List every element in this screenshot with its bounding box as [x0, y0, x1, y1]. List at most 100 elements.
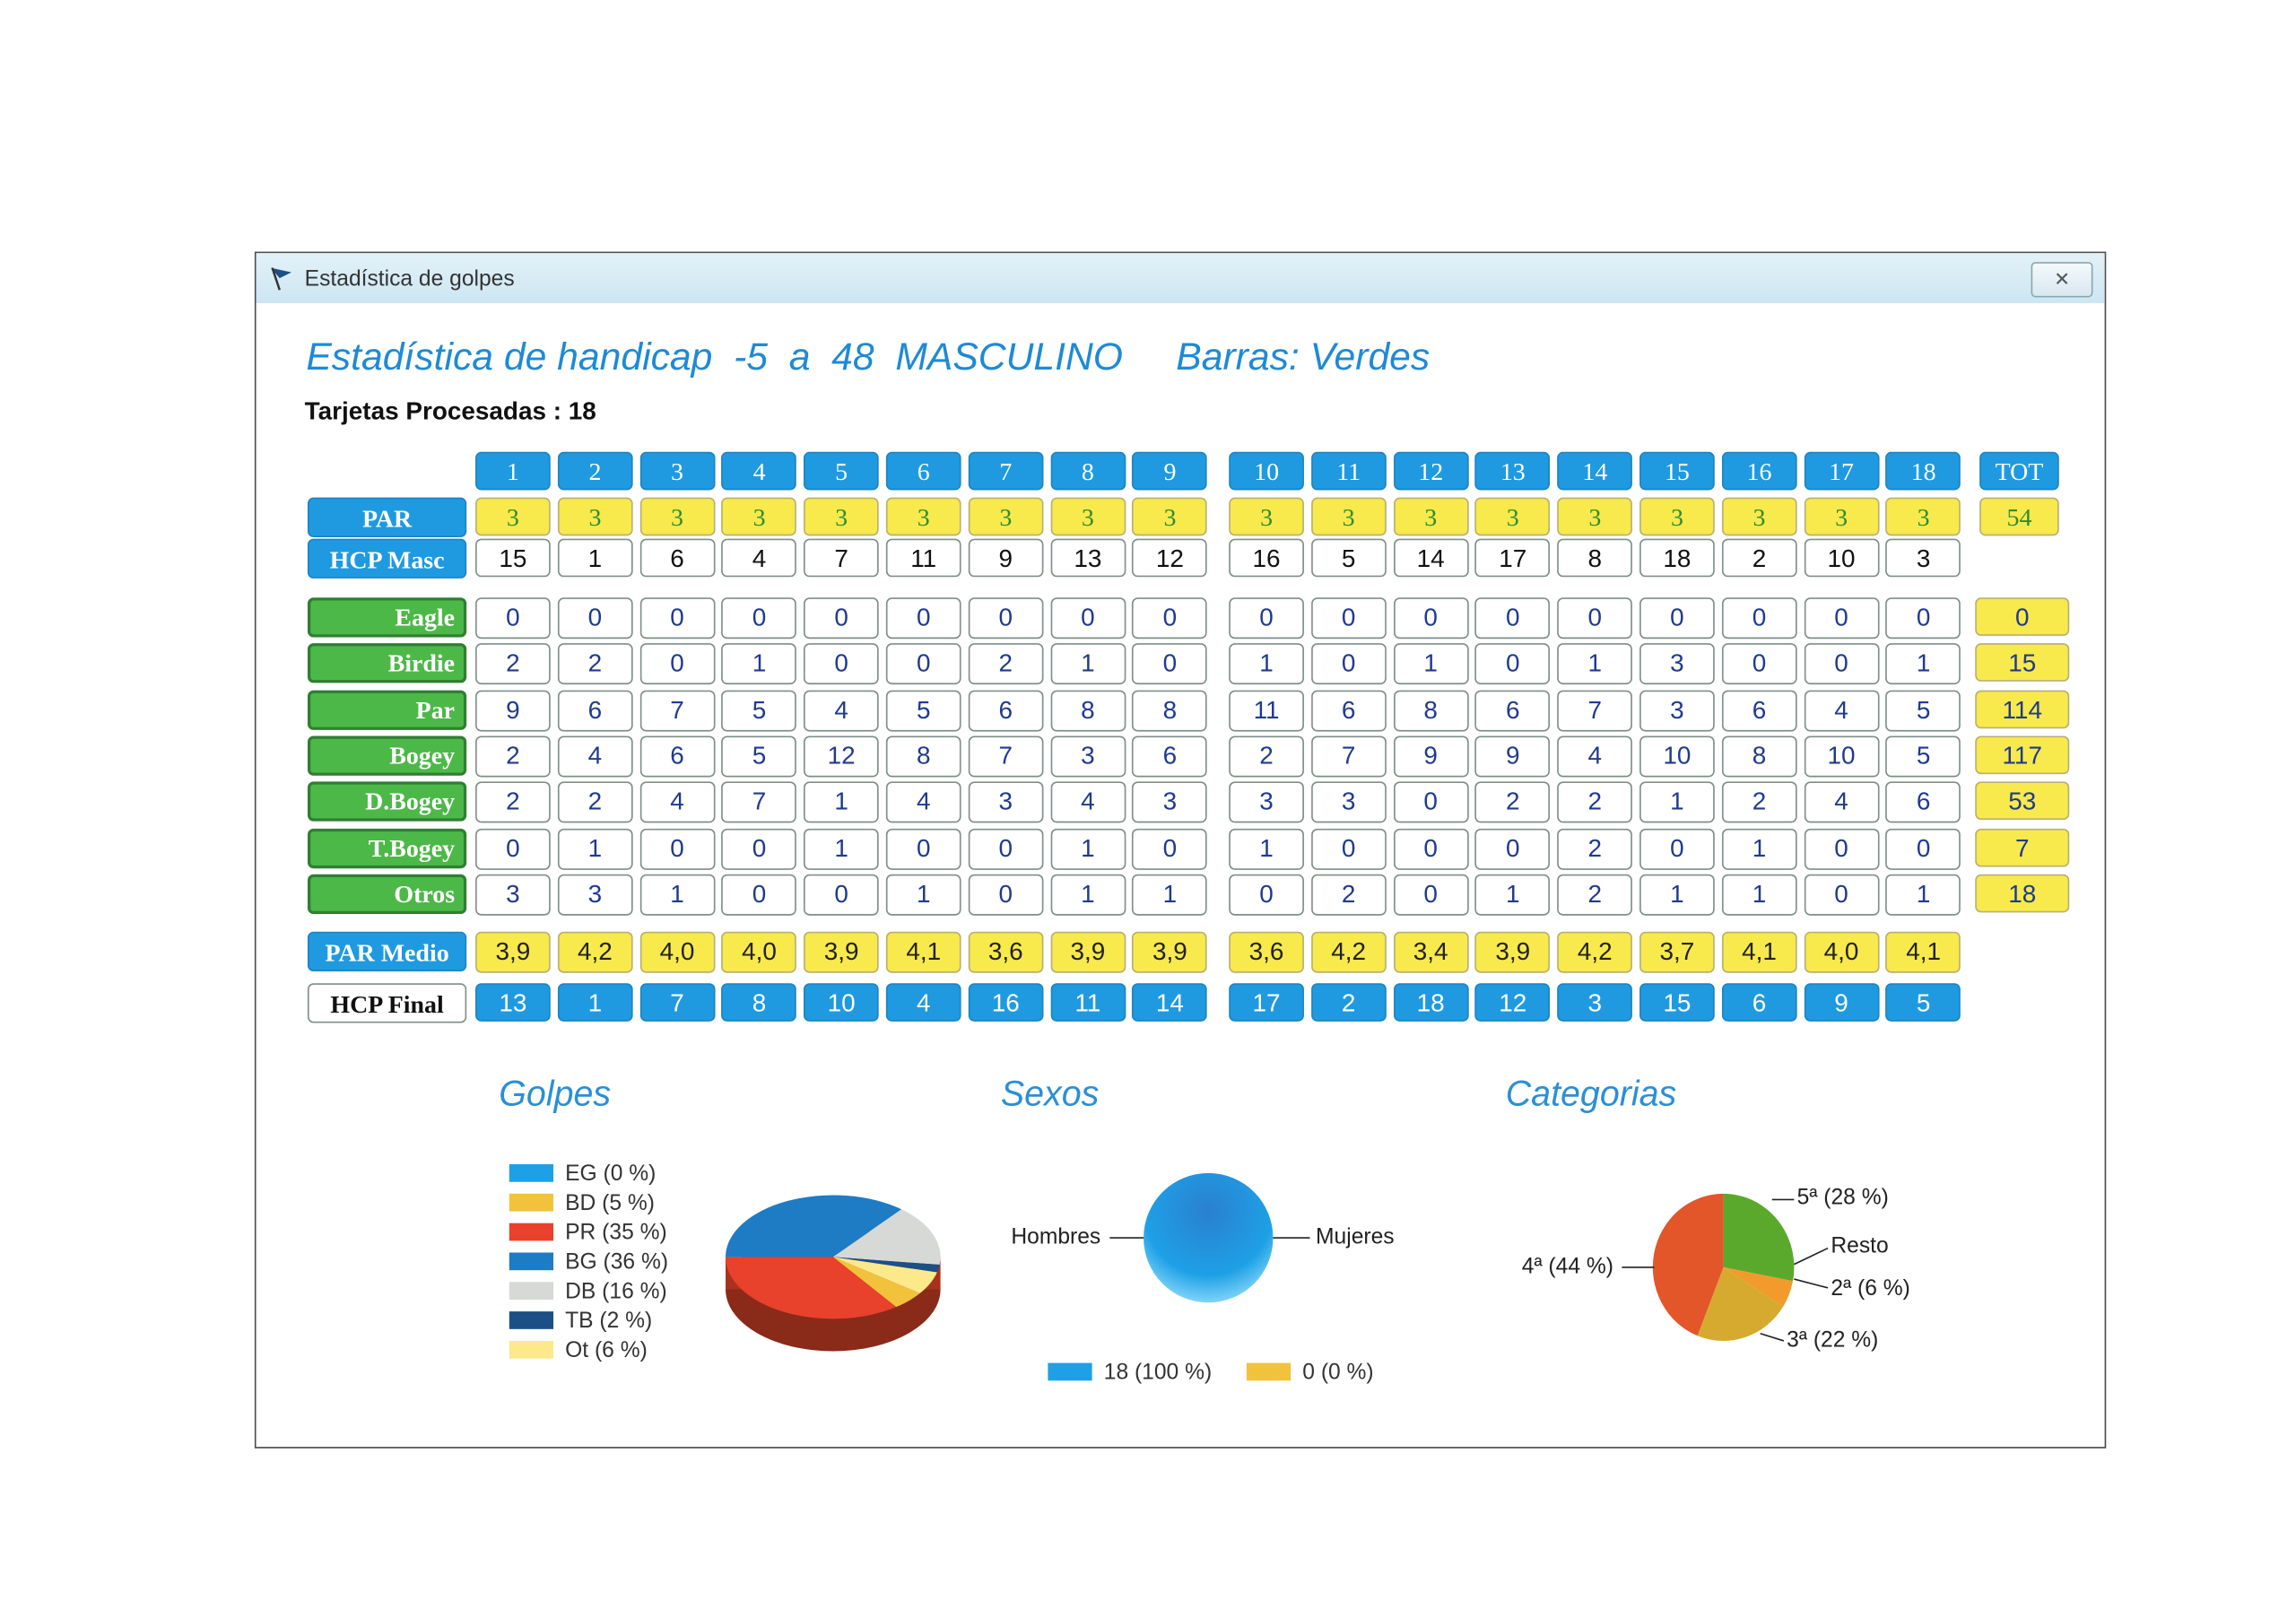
stat-total: 18 — [1975, 874, 2070, 913]
hcp-final-cell: 7 — [639, 983, 715, 1022]
par-medio-cell: 3,4 — [1393, 931, 1469, 973]
hcp-final-cell: 11 — [1050, 983, 1126, 1022]
sexos-slice-hombres — [1144, 1172, 1274, 1303]
stat-cell: 0 — [1132, 643, 1208, 685]
page-title: Estadística de handicap -5 a 48 MASCULIN… — [306, 335, 1430, 380]
title-bar[interactable]: Estadística de golpes ✕ — [256, 253, 2105, 304]
stat-cell: 0 — [804, 874, 879, 916]
categorias-slice-2 — [1723, 1266, 1793, 1307]
stat-cell: 0 — [804, 643, 879, 685]
hole-header: 5 — [804, 451, 879, 491]
categorias-label: 4ª (44 %) — [1521, 1254, 1613, 1280]
stat-cell: 1 — [804, 828, 879, 870]
stat-cell: 0 — [639, 643, 715, 685]
stat-cell: 5 — [1885, 735, 1961, 778]
stat-cell: 5 — [885, 689, 961, 731]
stat-cell: 1 — [1474, 874, 1551, 916]
chart-title-sexos: Sexos — [1000, 1074, 1100, 1115]
stat-cell: 0 — [1721, 597, 1797, 640]
hcp-masc-cell: 5 — [1310, 538, 1387, 578]
categorias-label: 3ª (22 %) — [1787, 1327, 1879, 1353]
stat-total: 15 — [1975, 643, 2070, 683]
hcp-masc-cell: 16 — [1229, 538, 1304, 578]
hole-header: 15 — [1639, 451, 1715, 491]
stat-cell: 3 — [1639, 643, 1715, 685]
stat-cell: 0 — [721, 874, 797, 916]
stat-cell: 7 — [639, 689, 715, 731]
stat-cell: 0 — [968, 874, 1044, 916]
golpes-legend-item: PR (35 %) — [509, 1220, 667, 1245]
hole-header: 7 — [968, 451, 1044, 491]
stat-cell: 9 — [1474, 735, 1551, 778]
hole-header: 9 — [1132, 451, 1208, 491]
stat-cell: 0 — [1132, 828, 1208, 870]
hcp-final-cell: 6 — [1721, 983, 1797, 1022]
golpes-legend-item: BG (36 %) — [509, 1249, 668, 1275]
hcp-final-cell: 15 — [1639, 983, 1715, 1022]
golf-flag-icon — [270, 267, 291, 291]
golpes-slice-ot — [832, 1257, 937, 1293]
hcp-masc-cell: 1 — [557, 538, 633, 578]
stat-cell: 7 — [1557, 689, 1633, 731]
hole-header: 14 — [1557, 451, 1633, 491]
legend-swatch — [509, 1193, 554, 1212]
par-cell: 3 — [1885, 497, 1961, 536]
categorias-slice-3 — [1697, 1266, 1784, 1341]
par-medio-cell: 4,0 — [1804, 931, 1879, 973]
stat-cell: 2 — [1557, 828, 1633, 870]
stat-cell: 2 — [968, 643, 1044, 685]
stat-cell: 0 — [1474, 643, 1551, 685]
par-cell: 3 — [721, 497, 797, 536]
stat-cell: 10 — [1804, 735, 1879, 778]
legend-label: PR (35 %) — [565, 1220, 667, 1246]
stat-cell: 0 — [1229, 597, 1304, 640]
stat-cell: 0 — [1474, 597, 1551, 640]
row-label-t-bogey: T.Bogey — [307, 828, 467, 868]
par-medio-cell: 3,9 — [1050, 931, 1126, 973]
hcp-masc-cell: 9 — [968, 538, 1044, 578]
golpes-legend-item: TB (2 %) — [509, 1309, 652, 1334]
hcp-masc-cell: 14 — [1393, 538, 1469, 578]
hcp-final-cell: 18 — [1393, 983, 1469, 1022]
stat-cell: 0 — [1474, 828, 1551, 870]
legend-label: TB (2 %) — [565, 1308, 653, 1334]
legend-label: DB (16 %) — [565, 1279, 667, 1304]
stat-cell: 0 — [1393, 828, 1469, 870]
stat-cell: 1 — [639, 874, 715, 916]
stat-cell: 8 — [1050, 689, 1126, 731]
stat-cell: 5 — [1885, 689, 1961, 731]
stat-cell: 4 — [1804, 689, 1879, 731]
stat-cell: 4 — [1050, 781, 1126, 823]
stat-cell: 0 — [968, 828, 1044, 870]
window-title: Estadística de golpes — [304, 266, 515, 292]
close-button[interactable]: ✕ — [2031, 262, 2093, 298]
stat-cell: 1 — [1050, 874, 1126, 916]
sexos-legend-item: 0 (0 %) — [1246, 1360, 1374, 1385]
stat-cell: 0 — [639, 828, 715, 870]
stat-cell: 7 — [968, 735, 1044, 778]
stat-cell: 0 — [968, 597, 1044, 640]
golpes-slice-pr — [726, 1257, 897, 1319]
hcp-final-cell: 2 — [1310, 983, 1387, 1022]
stat-cell: 2 — [1229, 735, 1304, 778]
stat-cell: 0 — [885, 643, 961, 685]
categorias-slice-5 — [1723, 1193, 1795, 1282]
par-cell: 3 — [1474, 497, 1551, 536]
stat-cell: 4 — [885, 781, 961, 823]
par-total: 54 — [1979, 497, 2059, 536]
stat-cell: 0 — [1393, 874, 1469, 916]
stat-cell: 1 — [1557, 643, 1633, 685]
row-label-par: PAR — [307, 497, 467, 537]
stat-cell: 0 — [557, 597, 633, 640]
golpes-slice-tb — [832, 1257, 940, 1273]
stat-cell: 5 — [721, 735, 797, 778]
par-medio-cell: 4,2 — [557, 931, 633, 973]
categorias-slice-4 — [1652, 1193, 1724, 1336]
stat-cell: 1 — [1050, 828, 1126, 870]
stat-cell: 11 — [1229, 689, 1304, 731]
stat-cell: 1 — [721, 643, 797, 685]
par-cell: 3 — [475, 497, 551, 536]
hole-header: 17 — [1804, 451, 1879, 491]
hole-header: 4 — [721, 451, 797, 491]
